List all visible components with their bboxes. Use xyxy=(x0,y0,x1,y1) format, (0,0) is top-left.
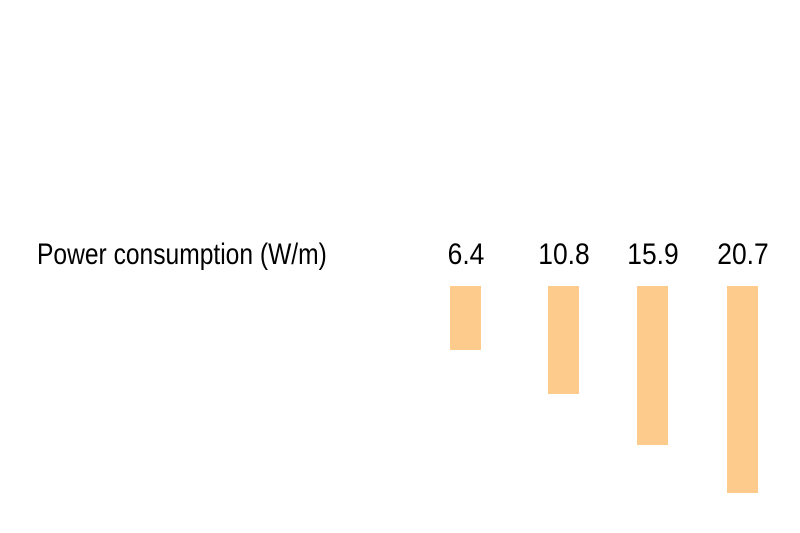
bar xyxy=(637,286,668,445)
bar-value-label: 15.9 xyxy=(626,238,679,271)
bar-value-label: 6.4 xyxy=(447,238,484,271)
chart-title: Power consumption (W/m) xyxy=(37,238,327,271)
bar-value-label: 10.8 xyxy=(537,238,590,271)
bar xyxy=(548,286,579,394)
bar-value-label: 20.7 xyxy=(716,238,769,271)
bar xyxy=(727,286,758,493)
bar xyxy=(450,286,481,350)
